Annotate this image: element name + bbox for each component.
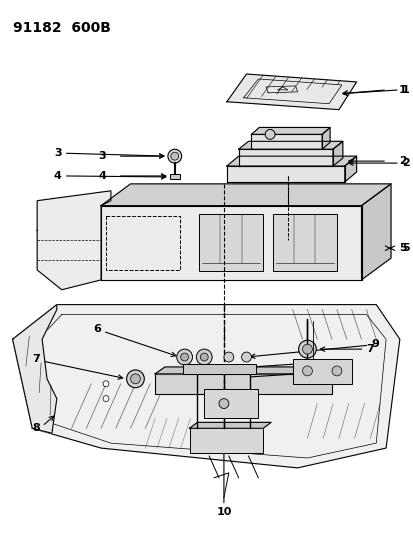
Circle shape bbox=[168, 149, 181, 163]
Polygon shape bbox=[12, 304, 57, 433]
Polygon shape bbox=[226, 156, 356, 166]
Text: 6: 6 bbox=[93, 325, 101, 334]
Circle shape bbox=[241, 352, 251, 362]
Polygon shape bbox=[238, 141, 342, 149]
Text: 7: 7 bbox=[32, 354, 40, 364]
Text: 7: 7 bbox=[366, 344, 373, 354]
Circle shape bbox=[126, 370, 144, 387]
FancyBboxPatch shape bbox=[273, 214, 336, 271]
Circle shape bbox=[298, 340, 316, 358]
Text: 4: 4 bbox=[54, 171, 62, 181]
Text: 5: 5 bbox=[401, 243, 408, 253]
Polygon shape bbox=[238, 149, 332, 166]
Text: 3: 3 bbox=[54, 148, 62, 158]
Circle shape bbox=[176, 349, 192, 365]
Polygon shape bbox=[37, 191, 111, 290]
Circle shape bbox=[223, 352, 233, 362]
Polygon shape bbox=[155, 367, 341, 374]
Polygon shape bbox=[321, 127, 329, 149]
FancyBboxPatch shape bbox=[199, 214, 263, 271]
Polygon shape bbox=[251, 134, 321, 149]
Text: 2: 2 bbox=[398, 156, 406, 166]
Polygon shape bbox=[226, 166, 344, 182]
Circle shape bbox=[171, 152, 178, 160]
Polygon shape bbox=[361, 184, 390, 280]
Polygon shape bbox=[189, 422, 271, 429]
Text: 9: 9 bbox=[370, 339, 378, 349]
Text: 5: 5 bbox=[398, 243, 406, 253]
Polygon shape bbox=[101, 184, 390, 206]
Circle shape bbox=[180, 353, 188, 361]
FancyBboxPatch shape bbox=[155, 374, 331, 394]
Polygon shape bbox=[12, 304, 399, 468]
Circle shape bbox=[265, 130, 274, 139]
Text: 8: 8 bbox=[32, 423, 40, 433]
Polygon shape bbox=[251, 127, 329, 134]
Text: 1: 1 bbox=[398, 85, 406, 95]
Text: 91182  600B: 91182 600B bbox=[12, 21, 110, 35]
Circle shape bbox=[331, 366, 341, 376]
Circle shape bbox=[218, 399, 228, 408]
Text: 4: 4 bbox=[98, 171, 106, 181]
Polygon shape bbox=[101, 206, 361, 280]
Text: 10: 10 bbox=[216, 507, 231, 518]
Circle shape bbox=[103, 381, 109, 387]
Circle shape bbox=[103, 395, 109, 401]
Text: 2: 2 bbox=[401, 158, 408, 168]
Circle shape bbox=[302, 366, 312, 376]
Circle shape bbox=[200, 353, 208, 361]
Text: 1: 1 bbox=[401, 85, 408, 95]
Polygon shape bbox=[344, 156, 356, 182]
Text: 3: 3 bbox=[98, 151, 106, 161]
FancyBboxPatch shape bbox=[292, 359, 351, 384]
Circle shape bbox=[196, 349, 211, 365]
Circle shape bbox=[130, 374, 140, 384]
Circle shape bbox=[302, 344, 312, 354]
Polygon shape bbox=[332, 141, 342, 166]
FancyBboxPatch shape bbox=[189, 429, 263, 453]
FancyBboxPatch shape bbox=[182, 364, 256, 374]
FancyBboxPatch shape bbox=[169, 174, 179, 179]
Polygon shape bbox=[226, 74, 356, 110]
FancyBboxPatch shape bbox=[204, 389, 258, 418]
